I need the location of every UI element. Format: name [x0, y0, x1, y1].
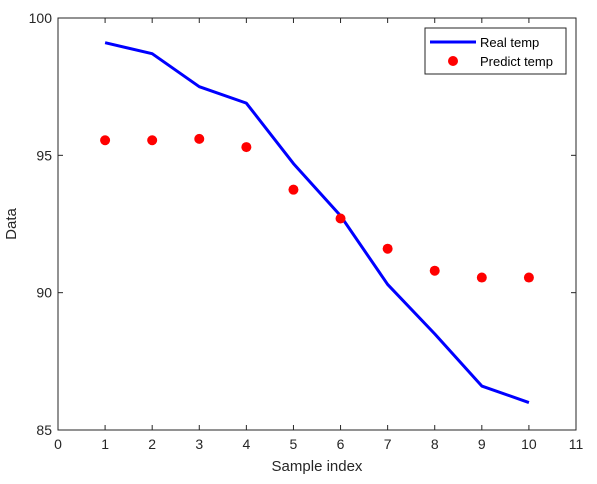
x-tick-label: 10 [521, 436, 537, 452]
series-layer [100, 41, 534, 404]
data-point-predict-temp [100, 135, 111, 146]
series-line-real-temp [104, 41, 530, 404]
x-tick-label: 9 [478, 436, 486, 452]
legend-real-temp-label: Real temp [480, 35, 539, 50]
data-point-predict-temp [194, 133, 205, 144]
data-point-predict-temp [523, 272, 534, 283]
legend-box [424, 27, 567, 75]
data-point-predict-temp [382, 243, 393, 254]
legend: Real temp Predict temp [424, 27, 567, 75]
legend-predict-temp-marker [448, 56, 458, 66]
y-axis: 85 90 95 100 [29, 10, 576, 438]
data-point-predict-temp [429, 265, 440, 276]
data-point-predict-temp [335, 213, 346, 224]
x-tick-label: 11 [569, 436, 584, 452]
x-tick-label: 3 [195, 436, 203, 452]
legend-predict-temp-label: Predict temp [480, 54, 553, 69]
data-point-predict-temp [241, 142, 252, 153]
y-tick-label: 95 [36, 147, 52, 163]
y-tick-label: 90 [36, 285, 52, 301]
y-tick-label: 85 [36, 422, 52, 438]
x-tick-label: 6 [337, 436, 345, 452]
data-point-predict-temp [288, 184, 299, 195]
x-axis: 0 1 2 3 4 5 6 7 8 9 10 11 [54, 18, 583, 452]
y-tick-label: 100 [29, 10, 53, 26]
axes-box [57, 17, 577, 431]
x-tick-label: 0 [54, 436, 62, 452]
data-point-predict-temp [476, 272, 487, 283]
x-tick-label: 8 [431, 436, 439, 452]
x-tick-label: 2 [148, 436, 156, 452]
plot-area [57, 17, 577, 431]
x-tick-label: 4 [242, 436, 250, 452]
y-axis-title: Data [3, 208, 20, 240]
x-tick-label: 5 [290, 436, 298, 452]
x-tick-label: 7 [384, 436, 392, 452]
data-point-predict-temp [147, 135, 158, 146]
x-tick-label: 1 [101, 436, 109, 452]
x-axis-title: Sample index [272, 458, 363, 475]
